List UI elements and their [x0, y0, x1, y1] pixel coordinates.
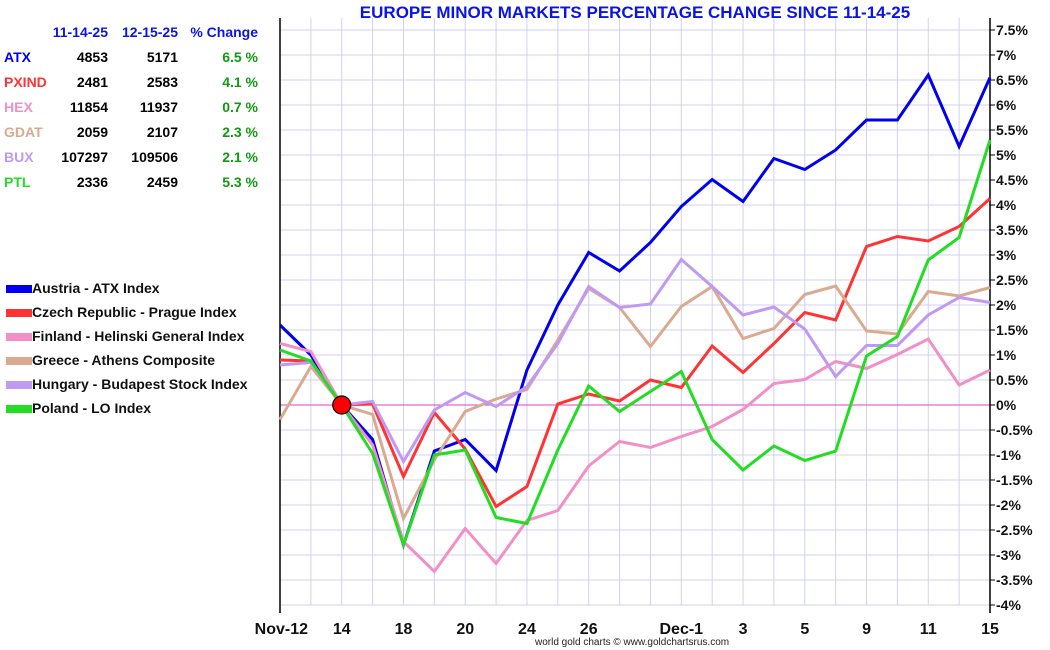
legend-swatch: [6, 309, 32, 317]
y-tick-label: -2%: [996, 497, 1021, 513]
x-tick-label: 11: [920, 621, 937, 638]
y-tick-label: 1.5%: [996, 322, 1028, 338]
x-tick-label: 15: [981, 621, 999, 638]
x-tick-label: 24: [518, 621, 536, 638]
legend-swatch: [6, 405, 32, 413]
y-tick-label: 5%: [996, 147, 1017, 163]
legend-label: Austria - ATX Index: [32, 280, 160, 296]
start-value: 2059: [76, 124, 108, 140]
header-change: % Change: [190, 24, 258, 40]
percent-change: 2.1 %: [222, 149, 258, 165]
x-tick-label: 20: [456, 621, 474, 638]
legend-label: Poland - LO Index: [32, 400, 152, 416]
end-value: 2583: [146, 74, 178, 90]
y-tick-label: 2%: [996, 297, 1017, 313]
legend-label: Greece - Athens Composite: [32, 352, 216, 368]
legend-swatch: [6, 285, 32, 293]
ticker-label: HEX: [4, 99, 33, 115]
y-tick-label: 0.5%: [996, 372, 1028, 388]
y-tick-label: 4.5%: [996, 172, 1028, 188]
ticker-label: PTL: [4, 174, 31, 190]
y-tick-label: -4%: [996, 597, 1021, 613]
footer-credit: world gold charts © www.goldchartsrus.co…: [535, 637, 730, 648]
y-tick-label: 6%: [996, 97, 1017, 113]
ticker-label: ATX: [4, 49, 31, 65]
x-tick-label: 5: [800, 621, 809, 638]
legend-swatch: [6, 333, 32, 341]
base-date-marker: [332, 395, 352, 415]
legend-label: Czech Republic - Prague Index: [32, 304, 237, 320]
end-value: 109506: [131, 149, 178, 165]
legend-label: Hungary - Budapest Stock Index: [32, 376, 248, 392]
series-line-4: [279, 257, 991, 465]
header-start-date: 11-14-25: [52, 24, 108, 40]
series-line-3: [278, 284, 991, 523]
percent-change: 4.1 %: [222, 74, 258, 90]
start-value: 4853: [76, 49, 108, 65]
y-tick-label: 3%: [996, 247, 1017, 263]
start-value: 2481: [76, 74, 108, 90]
ticker-label: BUX: [4, 149, 34, 165]
end-value: 2107: [146, 124, 178, 140]
x-tick-label: 18: [395, 621, 413, 638]
x-tick-label: 26: [580, 621, 598, 638]
x-tick-label: 14: [333, 621, 351, 638]
percent-change: 0.7 %: [222, 99, 258, 115]
y-tick-label: 4%: [996, 197, 1017, 213]
y-tick-label: 5.5%: [996, 122, 1028, 138]
end-value: 5171: [146, 49, 178, 65]
start-value: 107297: [61, 149, 108, 165]
legend-label: Finland - Helinski General Index: [32, 328, 245, 344]
y-tick-label: 6.5%: [996, 72, 1028, 88]
series-line-1: [279, 197, 992, 509]
y-tick-label: 7.5%: [996, 22, 1028, 38]
start-value: 2336: [76, 174, 108, 190]
percent-change: 2.3 %: [222, 124, 258, 140]
y-tick-label: -3.5%: [996, 572, 1033, 588]
series-line-5: [279, 139, 992, 550]
percent-change: 6.5 %: [222, 49, 258, 65]
y-tick-label: 0%: [996, 397, 1017, 413]
x-tick-label: 9: [862, 621, 871, 638]
y-tick-label: -0.5%: [996, 422, 1033, 438]
y-tick-label: -3%: [996, 547, 1021, 563]
y-tick-label: 1%: [996, 347, 1017, 363]
start-value: 11854: [69, 99, 108, 115]
chart-title: EUROPE MINOR MARKETS PERCENTAGE CHANGE S…: [359, 3, 911, 22]
header-end-date: 12-15-25: [121, 24, 178, 40]
y-tick-label: 7%: [996, 47, 1017, 63]
series-line-0: [278, 71, 992, 551]
y-tick-label: -2.5%: [996, 522, 1033, 538]
percent-change: 5.3 %: [222, 174, 258, 190]
y-tick-label: -1.5%: [996, 472, 1033, 488]
ticker-label: GDAT: [4, 124, 43, 140]
ticker-label: PXIND: [4, 74, 47, 90]
y-tick-label: 2.5%: [996, 272, 1028, 288]
x-tick-label: Dec-1: [660, 621, 704, 638]
x-tick-label: 3: [739, 621, 748, 638]
legend-swatch: [6, 357, 32, 365]
x-tick-label: Nov-12: [255, 621, 308, 638]
y-tick-label: -1%: [996, 447, 1021, 463]
end-value: 2459: [146, 174, 178, 190]
end-value: 11937: [139, 99, 178, 115]
y-tick-label: 3.5%: [996, 222, 1028, 238]
legend-swatch: [6, 381, 32, 389]
